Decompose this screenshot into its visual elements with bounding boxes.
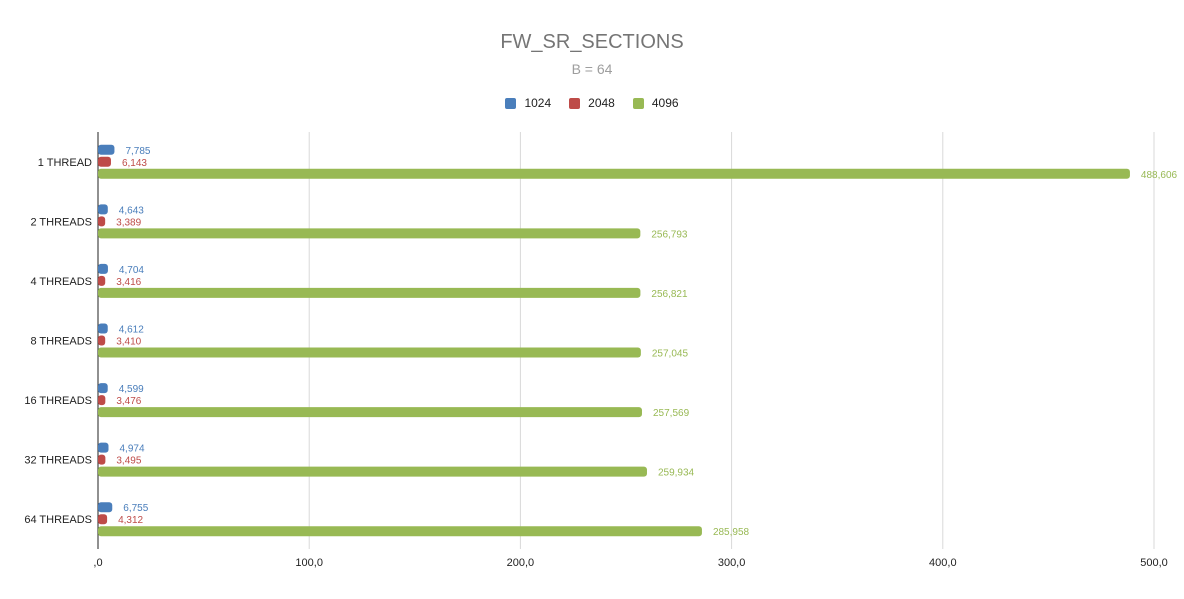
category-label-1: 2 THREADS (30, 216, 92, 228)
bar-4096-6 (98, 526, 702, 537)
x-tick-label-4: 400,0 (929, 557, 957, 569)
legend-label-2048: 2048 (588, 96, 615, 110)
bar-2048-5 (98, 454, 106, 465)
data-label-2048-4: 3,476 (116, 396, 141, 407)
data-label-2048-0: 6,143 (122, 158, 147, 169)
data-label-2048-6: 4,312 (118, 515, 143, 526)
category-label-6: 64 THREADS (24, 514, 92, 526)
legend-label-1024: 1024 (524, 96, 552, 110)
data-label-2048-5: 3,495 (116, 456, 141, 467)
data-label-2048-1: 3,389 (116, 217, 141, 228)
x-tick-label-5: 500,0 (1140, 557, 1168, 569)
legend-item-2048: 2048 (569, 96, 615, 110)
bar-4096-4 (98, 407, 642, 418)
data-label-4096-4: 257,569 (653, 408, 690, 419)
x-tick-label-0: ,0 (93, 557, 102, 569)
data-label-4096-2: 256,821 (651, 289, 688, 300)
data-label-1024-6: 6,755 (123, 503, 148, 514)
bar-4096-1 (98, 228, 641, 239)
legend-item-4096: 4096 (632, 96, 679, 110)
bar-1024-4 (98, 383, 108, 394)
data-label-4096-1: 256,793 (651, 229, 688, 240)
x-tick-label-2: 200,0 (507, 557, 535, 569)
bar-4096-5 (98, 466, 647, 477)
category-label-2: 4 THREADS (30, 276, 92, 288)
bar-1024-1 (98, 204, 108, 215)
x-tick-label-1: 100,0 (295, 557, 323, 569)
chart-title: FW_SR_SECTIONS (500, 31, 684, 53)
category-label-0: 1 THREAD (38, 157, 92, 169)
bar-2048-3 (98, 335, 106, 346)
data-label-1024-1: 4,643 (119, 205, 144, 216)
x-tick-label-3: 300,0 (718, 557, 746, 569)
bar-4096-0 (98, 168, 1130, 179)
bar-2048-1 (98, 216, 106, 227)
bar-2048-0 (98, 156, 111, 167)
bar-1024-6 (98, 502, 113, 513)
data-label-1024-3: 4,612 (119, 325, 144, 336)
bar-4096-3 (98, 347, 641, 358)
legend-swatch-4096 (632, 97, 644, 109)
bar-2048-4 (98, 395, 106, 406)
data-label-1024-2: 4,704 (119, 265, 144, 276)
category-label-5: 32 THREADS (24, 455, 92, 467)
data-label-4096-0: 488,606 (1141, 170, 1178, 181)
legend-label-4096: 4096 (651, 96, 679, 110)
bar-1024-0 (98, 144, 115, 155)
chart-subtitle: B = 64 (571, 61, 613, 77)
data-label-4096-5: 259,934 (658, 468, 695, 479)
data-label-4096-3: 257,045 (652, 349, 689, 360)
bar-2048-6 (98, 514, 108, 525)
data-label-1024-0: 7,785 (125, 146, 150, 157)
data-label-4096-6: 285,958 (713, 527, 750, 538)
legend-swatch-1024 (505, 97, 517, 109)
legend-item-1024: 1024 (505, 96, 551, 110)
bar-1024-3 (98, 323, 108, 334)
category-label-4: 16 THREADS (24, 395, 92, 407)
bar-1024-5 (98, 442, 109, 453)
data-label-2048-3: 3,410 (116, 337, 141, 348)
legend-swatch-2048 (569, 97, 581, 109)
data-label-1024-5: 4,974 (120, 444, 145, 455)
data-label-2048-2: 3,416 (116, 277, 141, 288)
bar-2048-2 (98, 275, 106, 286)
data-label-1024-4: 4,599 (119, 384, 144, 395)
chart-legend: 1024 2048 4096 (0, 96, 1184, 110)
category-label-3: 8 THREADS (30, 336, 92, 348)
bar-1024-2 (98, 263, 108, 274)
bar-4096-2 (98, 287, 641, 298)
